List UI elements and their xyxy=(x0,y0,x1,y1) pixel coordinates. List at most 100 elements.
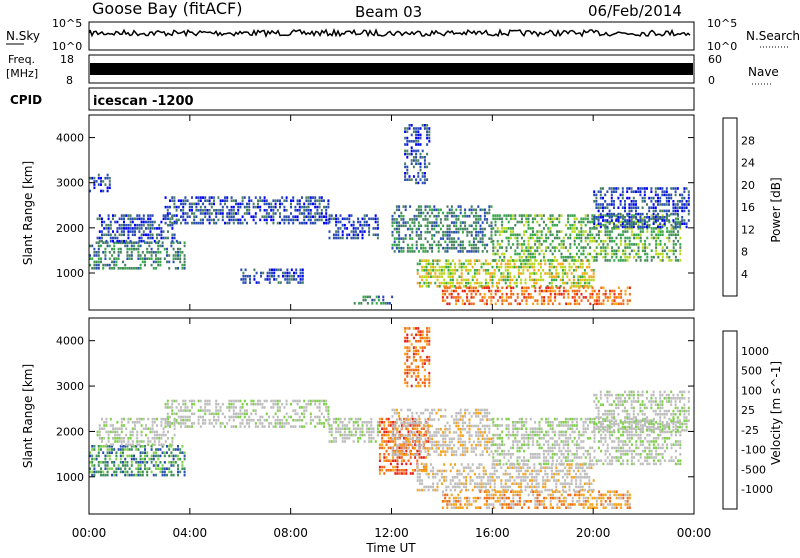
heatmap-cell xyxy=(157,244,160,248)
heatmap-cell xyxy=(243,196,246,199)
heatmap-cell xyxy=(553,223,556,227)
heatmap-cell xyxy=(102,180,105,183)
heatmap-cell xyxy=(449,463,452,466)
heatmap-cell xyxy=(483,408,486,412)
heatmap-cell xyxy=(655,249,658,253)
heatmap-cell xyxy=(657,216,659,219)
heatmap-cell xyxy=(404,234,407,237)
heatmap-cell xyxy=(259,415,262,419)
heatmap-cell xyxy=(599,206,602,209)
heatmap-cell xyxy=(173,202,176,206)
heatmap-cell xyxy=(562,255,565,259)
heatmap-cell xyxy=(475,431,478,434)
heatmap-cell xyxy=(630,227,633,230)
heatmap-cell xyxy=(537,469,540,473)
heatmap-cell xyxy=(622,220,625,224)
heatmap-cell xyxy=(429,485,432,489)
heatmap-cell xyxy=(615,302,618,306)
heatmap-cell xyxy=(174,254,177,257)
heatmap-cell xyxy=(219,212,222,215)
heatmap-cell xyxy=(314,218,317,222)
heatmap-cell xyxy=(467,466,470,469)
heatmap-cell xyxy=(524,265,527,269)
heatmap-cell xyxy=(343,217,346,221)
heatmap-cell xyxy=(479,443,482,447)
heatmap-cell xyxy=(159,251,162,254)
heatmap-cell xyxy=(624,216,626,219)
heatmap-cell xyxy=(489,275,492,278)
heatmap-cell xyxy=(318,418,321,422)
heatmap-cell xyxy=(531,479,534,482)
heatmap-cell xyxy=(171,221,174,225)
heatmap-cell xyxy=(666,217,669,221)
heatmap-cell xyxy=(590,278,593,282)
heatmap-cell xyxy=(428,437,431,441)
heatmap-cell xyxy=(112,214,114,217)
heatmap-cell xyxy=(150,241,153,244)
heatmap-cell xyxy=(392,421,395,424)
heatmap-cell xyxy=(268,415,270,419)
heatmap-cell xyxy=(551,259,554,262)
heatmap-cell xyxy=(266,271,269,275)
heatmap-cell xyxy=(199,196,202,199)
heatmap-cell xyxy=(137,448,140,451)
heatmap-cell xyxy=(248,212,251,215)
heatmap-cell xyxy=(420,208,423,212)
heatmap-cell xyxy=(418,262,421,266)
heatmap-cell xyxy=(677,239,680,243)
heatmap-cell xyxy=(529,233,532,237)
heatmap-cell xyxy=(243,412,246,416)
heatmap-cell xyxy=(241,215,244,218)
heatmap-cell xyxy=(226,196,229,199)
heatmap-cell xyxy=(417,133,420,137)
heatmap-cell xyxy=(104,464,107,467)
heatmap-cell xyxy=(346,236,349,240)
heatmap-cell xyxy=(617,196,620,200)
heatmap-cell xyxy=(127,230,130,233)
heatmap-cell xyxy=(535,476,538,479)
heatmap-cell xyxy=(426,165,429,169)
heatmap-cell xyxy=(215,402,218,406)
heatmap-cell xyxy=(112,427,114,430)
heatmap-cell xyxy=(461,299,464,302)
heatmap-cell xyxy=(475,214,478,218)
heatmap-cell xyxy=(659,196,662,200)
heatmap-cell xyxy=(290,205,292,209)
heatmap-cell xyxy=(376,433,379,437)
heatmap-cell xyxy=(536,246,539,249)
heatmap-cell xyxy=(548,275,551,278)
heatmap-cell xyxy=(591,239,594,243)
heatmap-cell xyxy=(122,464,124,467)
heatmap-cell xyxy=(455,453,458,457)
heatmap-cell xyxy=(417,140,420,143)
heatmap-cell xyxy=(457,296,460,299)
heatmap-cell xyxy=(529,249,532,253)
heatmap-cell xyxy=(643,225,646,229)
heatmap-cell xyxy=(472,214,475,218)
heatmap-cell xyxy=(632,196,635,200)
heatmap-cell xyxy=(290,268,293,272)
heatmap-cell xyxy=(361,236,364,240)
heatmap-cell xyxy=(434,472,437,476)
heatmap-cell xyxy=(254,205,257,209)
heatmap-cell xyxy=(528,275,531,278)
heatmap-cell xyxy=(406,156,409,159)
heatmap-cell xyxy=(500,479,503,482)
heatmap-cell xyxy=(420,230,423,234)
heatmap-cell xyxy=(155,448,157,451)
heatmap-cell xyxy=(628,246,631,249)
heatmap-cell xyxy=(548,262,551,266)
heatmap-cell xyxy=(354,433,357,437)
heatmap-cell xyxy=(120,233,123,237)
heatmap-cell xyxy=(529,259,532,262)
heatmap-cell xyxy=(393,424,396,428)
heatmap-cell xyxy=(181,251,184,254)
heatmap-cell xyxy=(582,249,585,253)
heatmap-cell xyxy=(181,263,184,267)
heatmap-cell xyxy=(586,281,589,285)
heatmap-cell xyxy=(290,415,292,419)
heatmap-cell xyxy=(589,230,592,233)
heatmap-cell xyxy=(433,440,436,444)
heatmap-cell xyxy=(270,215,273,218)
heatmap-cell xyxy=(407,459,410,462)
